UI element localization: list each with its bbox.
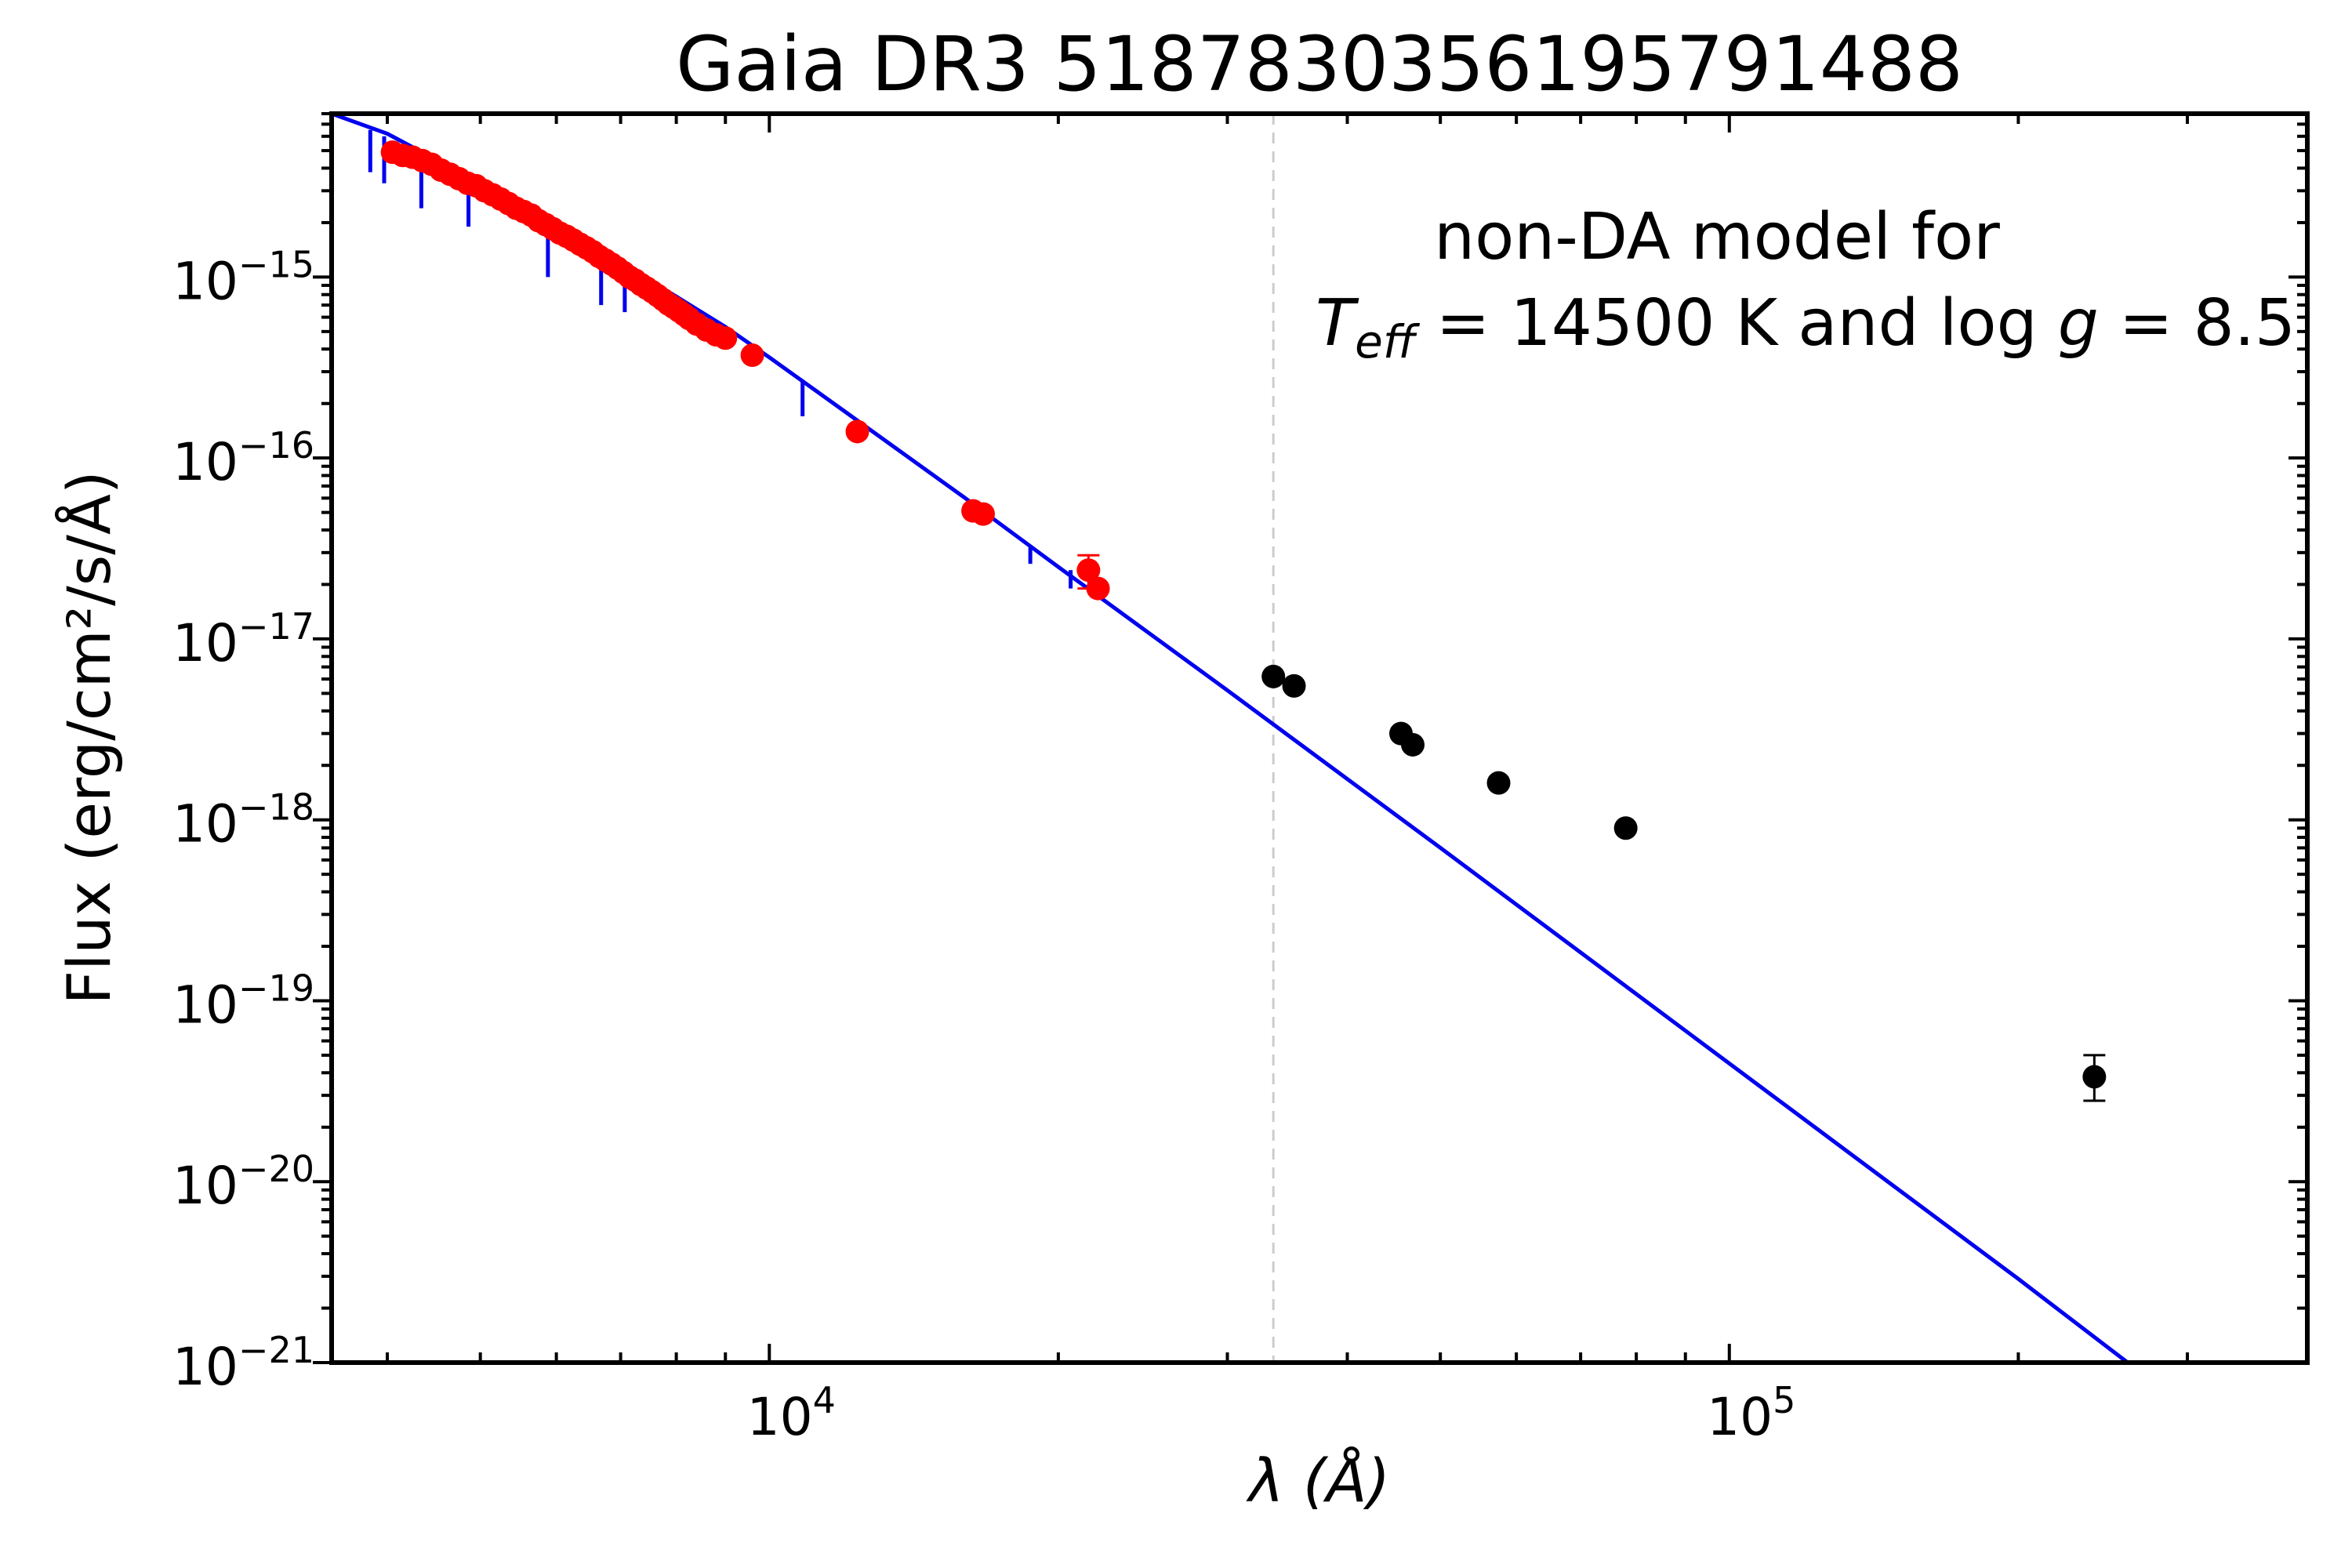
black-data-point — [1613, 816, 1638, 840]
black-data-point — [2082, 1065, 2107, 1089]
data-points — [380, 140, 2107, 1102]
y-tick-label: 10−21 — [172, 1329, 314, 1397]
y-axis-label: Flux (erg/cm²/s/Å) — [54, 470, 124, 1004]
y-tick-label: 10−19 — [172, 967, 314, 1035]
black-data-point — [1261, 664, 1286, 688]
y-tick-label: 10−18 — [172, 786, 314, 855]
plot-frame — [329, 111, 2310, 1365]
red-data-point — [1086, 576, 1110, 601]
g-symbol: g — [2058, 286, 2099, 361]
teff-value-text: = 14500 K and log — [1416, 286, 2058, 361]
y-tick-label: 10−16 — [172, 424, 314, 492]
black-data-point — [1400, 732, 1425, 757]
teff-subscript: eff — [1355, 315, 1421, 368]
red-data-point — [713, 326, 738, 350]
x-tick-label: 104 — [747, 1379, 836, 1447]
model-annotation-line1: non-DA model for — [1434, 200, 2000, 274]
black-data-point — [1282, 673, 1306, 698]
tick-labels: 104 105 10−15 10−16 10−17 10−18 10−19 10−20 10−2… — [172, 243, 1795, 1447]
black-data-point — [1486, 771, 1511, 795]
x-axis-label: λ (Å) — [1246, 1446, 1390, 1515]
chart-title: Gaia DR3 5187830356195791488 — [676, 20, 1963, 108]
x-tick-label: 105 — [1707, 1379, 1795, 1447]
y-tick-label: 10−17 — [172, 605, 314, 673]
red-data-point — [740, 343, 764, 368]
model-annotation-line2: Teff = 14500 K and log g = 8.5 — [1316, 286, 2296, 368]
y-tick-label: 10−20 — [172, 1148, 314, 1216]
red-data-point — [1076, 558, 1101, 583]
axis-ticks — [313, 112, 2309, 1364]
red-data-point — [971, 502, 996, 526]
y-tick-label: 10−15 — [172, 243, 314, 311]
plot-area — [332, 114, 2129, 1363]
red-data-point — [845, 419, 869, 444]
g-value-text: = 8.5 — [2099, 286, 2296, 361]
teff-symbol: T — [1316, 286, 1359, 361]
